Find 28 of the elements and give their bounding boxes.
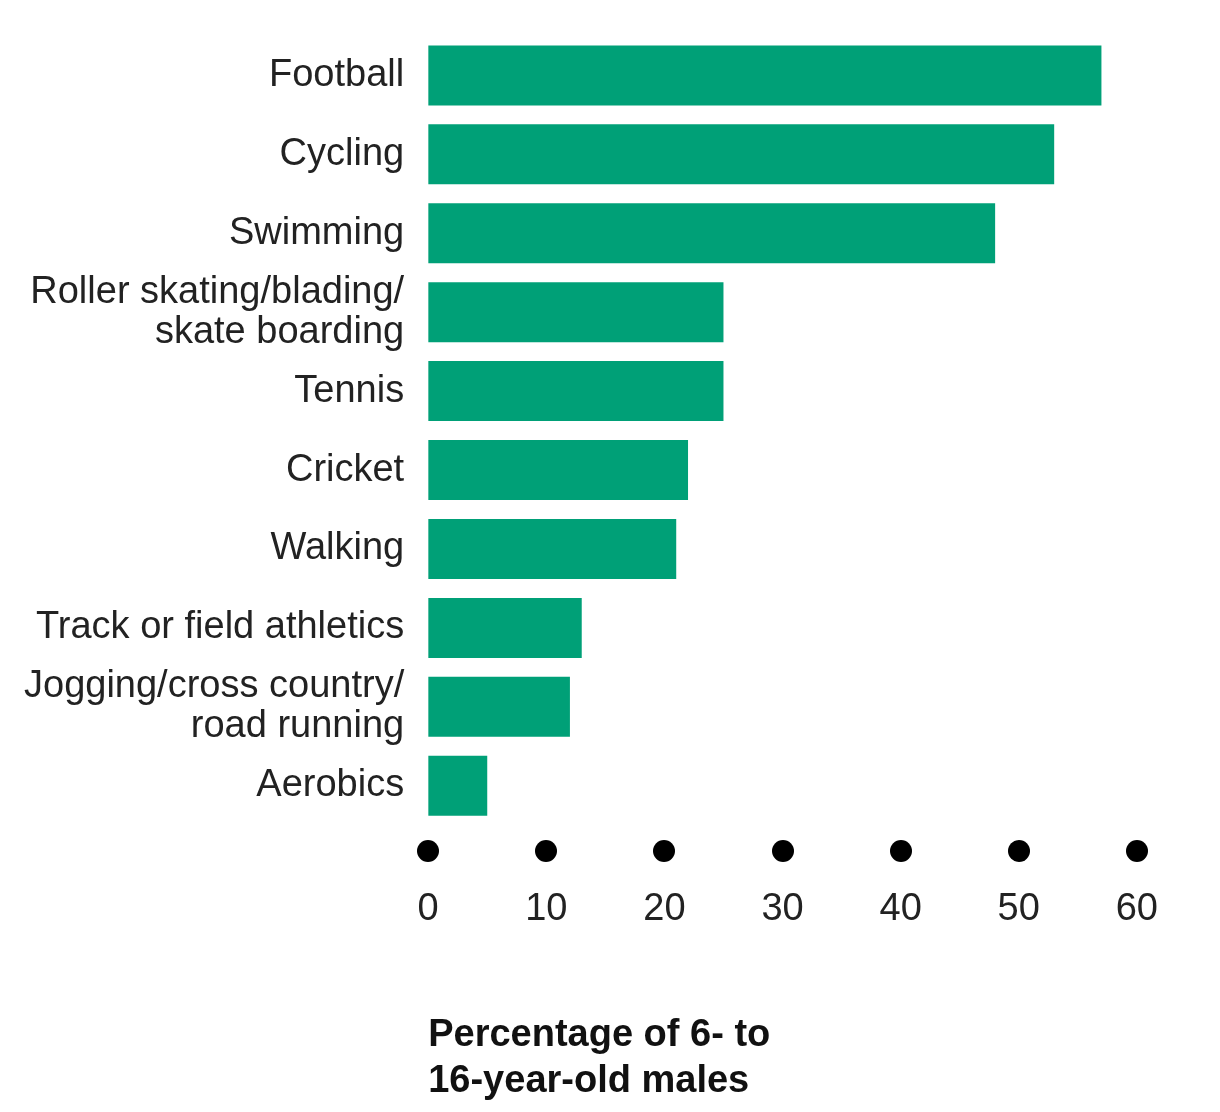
bar [428, 518, 677, 579]
x-tick-label: 30 [761, 886, 804, 929]
y-tick-label: Walking [270, 525, 405, 568]
bar [428, 676, 570, 737]
x-tick-label: 10 [525, 886, 568, 929]
bar [428, 282, 724, 343]
y-tick-label: Aerobics [256, 762, 405, 805]
bar [428, 124, 1055, 185]
x-axis-title: Percentage of 6- to 16-year-old males [428, 1012, 771, 1100]
y-tick-label: Tennis [294, 367, 405, 410]
x-tick-label: 0 [417, 886, 439, 929]
bar [428, 597, 582, 658]
y-tick-label: Jogging/cross country/road running [24, 663, 405, 746]
bar [428, 361, 724, 422]
bar [428, 203, 996, 264]
bar [428, 440, 689, 501]
y-tick-label: Roller skating/blading/skate boarding [30, 268, 405, 351]
bar [428, 755, 488, 816]
y-tick-label: Track or field athletics [36, 604, 405, 647]
x-tick-label: 20 [643, 886, 686, 929]
y-tick-label: Swimming [228, 209, 405, 252]
y-tick-label: Football [268, 51, 405, 94]
x-tick-label: 40 [879, 886, 922, 929]
y-tick-label: Cycling [279, 130, 405, 173]
x-tick-label: 50 [997, 886, 1040, 929]
x-tick-label: 60 [1115, 886, 1159, 929]
bar [428, 45, 1102, 106]
y-tick-label: Cricket [285, 446, 405, 489]
